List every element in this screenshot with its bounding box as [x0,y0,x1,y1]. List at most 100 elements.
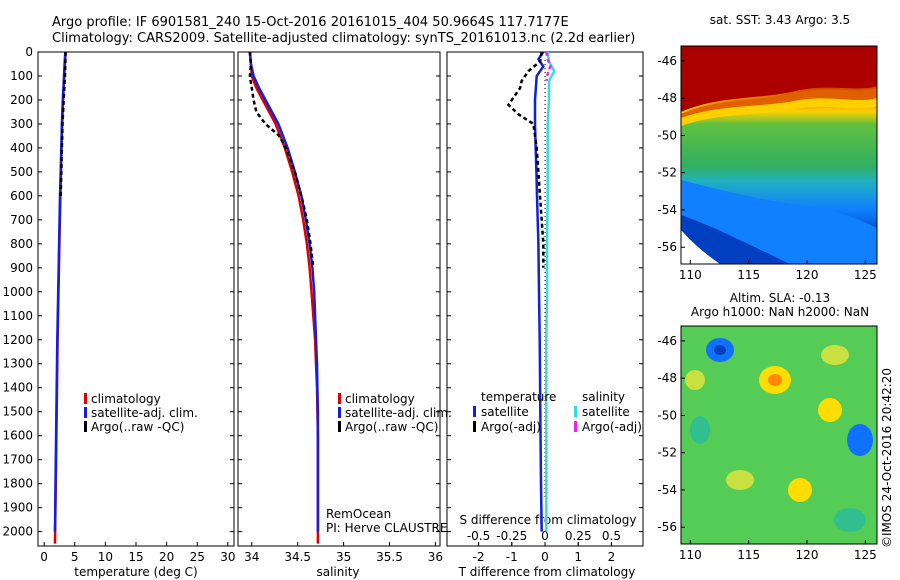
sla-lat-tick-label: -56 [657,520,677,534]
salinity-tick-label: 34 [244,550,259,564]
sla-map-title-line2: Argo h1000: NaN h2000: NaN [691,305,869,319]
temperature-tick-label: 20 [159,550,174,564]
difference-tick-label: 0 [541,550,549,564]
legend-swatch-sal-argo [574,421,577,432]
depth-tick-label: 1800 [2,477,33,491]
series-argo-raw-qc- [248,51,315,268]
sla-lon-tick-label: 115 [737,548,760,562]
legend-label-argo: Argo(..raw -QC) [91,420,184,434]
depth-tick-label: 0 [25,45,33,59]
figure-title-line2: Climatology: CARS2009. Satellite-adjuste… [52,31,635,46]
depth-tick-label: 900 [10,261,33,275]
sst-lat-tick-label: -56 [657,240,677,254]
temperature-plot-frame [37,51,235,547]
depth-tick-label: 1900 [2,501,33,515]
depth-tick-label: 1700 [2,453,33,467]
sst-map-frame [680,45,878,265]
sst-map-axes: 110 115 120 125 -46 -48 -50 -52 -54 -56 [657,54,876,282]
difference-x-axis: -2 -1 0 1 2 -0.5 -0.25 0 0.25 0.5 [467,60,621,564]
sla-lat-tick-label: -50 [657,408,677,422]
legend-label-satellite: satellite-adj. clim. [345,406,452,420]
depth-tick-label: 1000 [2,285,33,299]
salinity-legend: climatology satellite-adj. clim. Argo(..… [338,392,452,434]
difference-xlabel: T difference from climatology [458,565,636,579]
sla-lat-tick-label: -48 [657,371,677,385]
salinity-tick-label: 35.5 [376,550,403,564]
legend-swatch-temp-argo [473,421,476,432]
legend-label-climatology: climatology [345,392,415,406]
depth-tick-label: 300 [10,117,33,131]
depth-tick-label: 2000 [2,525,33,539]
sla-lon-tick-label: 125 [854,548,877,562]
depth-tick-label: 700 [10,213,33,227]
series-temperature-satellite [533,51,545,532]
difference-tick-label: 1 [574,550,582,564]
sst-lon-tick-label: 125 [854,268,877,282]
legend-title-temperature: temperature [481,390,556,404]
depth-tick-label: 800 [10,237,33,251]
float-pi-label: PI: Herve CLAUSTRE [326,521,447,535]
figure-title-line1: Argo profile: IF 6901581_240 15-Oct-2016… [52,15,569,30]
depth-tick-label: 1600 [2,429,33,443]
salinity-tick-label: 36 [428,550,443,564]
difference-plot-frame [446,51,644,547]
sst-lat-tick-label: -54 [657,203,677,217]
sst-lat-tick-label: -50 [657,128,677,142]
sst-lat-tick-label: -46 [657,54,677,68]
sla-lat-tick-label: -54 [657,483,677,497]
series-argo-raw-qc- [59,51,67,196]
depth-tick-label: 1100 [2,309,33,323]
sla-lat-tick-label: -52 [657,446,677,460]
depth-axis: 0 100 200 300 400 500 600 700 800 900 1000 1100 1200… [2,45,643,539]
series-satellite-adj-clim- [53,51,67,532]
legend-label-sal-satellite: satellite [582,405,630,419]
salinity-diff-tick-label: 0 [541,529,549,543]
sla-map-title-line1: Altim. SLA: -0.13 [730,291,830,305]
legend-title-salinity: salinity [582,390,625,404]
sla-map-image [681,326,877,544]
temperature-legend: climatology satellite-adj. clim. Argo(..… [84,392,198,434]
salinity-diff-tick-label: 0.5 [602,529,621,543]
sst-map-title: sat. SST: 3.43 Argo: 3.5 [710,13,850,27]
sst-lat-tick-label: -48 [657,91,677,105]
series-climatology [248,51,320,544]
legend-label-satellite: satellite-adj. clim. [91,406,198,420]
sla-map-axes: 110 115 120 125 -46 -48 -50 -52 -54 -56 [657,334,876,562]
temperature-tick-label: 0 [40,550,48,564]
sst-lon-tick-label: 110 [679,268,702,282]
salinity-xlabel: salinity [316,565,359,579]
legend-swatch-sal-satellite [574,406,577,417]
imos-credit: ©IMOS 24-Oct-2016 20:42:20 [880,368,894,548]
legend-swatch-argo [338,421,341,432]
legend-label-temp-satellite: satellite [481,405,529,419]
sla-lon-tick-label: 110 [679,548,702,562]
sst-lon-tick-label: 115 [737,268,760,282]
series-salinity-argo-adj- [545,51,552,82]
sla-map-frame [680,325,878,545]
temperature-tick-label: 25 [190,550,205,564]
depth-tick-label: 1500 [2,405,33,419]
legend-label-sal-argo: Argo(-adj) [582,420,642,434]
series-temperature-argo-adj- [506,51,545,268]
legend-label-climatology: climatology [91,392,161,406]
sst-lat-tick-label: -52 [657,166,677,180]
difference-tick-label: 2 [608,550,616,564]
temperature-x-axis: 0 5 10 15 20 25 30 [40,542,236,564]
difference-tick-label: -2 [473,550,485,564]
salinity-diff-tick-label: -0.25 [496,529,527,543]
difference-tick-label: -1 [506,550,518,564]
temperature-tick-label: 30 [220,550,235,564]
legend-swatch-temp-satellite [473,406,476,417]
legend-swatch-climatology [84,393,87,404]
depth-tick-label: 1400 [2,381,33,395]
salinity-diff-tick-label: -0.5 [467,529,490,543]
difference-xlabel-top: S difference from climatology [460,513,637,527]
legend-swatch-satellite [84,407,87,418]
float-program-label: RemOcean [326,507,391,521]
difference-legend: temperature satellite Argo(-adj) salinit… [473,390,642,434]
sla-lat-tick-label: -46 [657,334,677,348]
salinity-x-axis: 34 34.5 35 35.5 36 [244,542,443,564]
depth-tick-label: 600 [10,189,33,203]
salinity-tick-label: 35 [336,550,351,564]
temperature-tick-label: 10 [98,550,113,564]
